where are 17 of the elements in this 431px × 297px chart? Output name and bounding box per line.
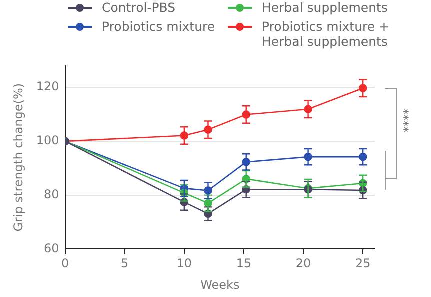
y-tick-label: 60 [44,241,60,256]
y-tick-label: 80 [44,187,60,202]
x-tick-label: 25 [355,256,371,271]
legend-label: Probiotics mixture + Herbal supplements [262,19,390,49]
x-tick-label: 10 [176,256,192,271]
x-tick-label: 15 [236,256,252,271]
text: **** [396,108,411,133]
legend-label: Herbal supplements [262,0,388,15]
y-axis-title: Grip strength change(%) [11,83,26,232]
y-tick-label: 100 [36,134,60,148]
x-tick-label: 0 [61,256,70,271]
legend-label: Probiotics mixture [102,19,216,34]
x-tick-label: 20 [296,256,312,271]
y-tick-label: 120 [36,80,60,94]
x-tick-label: 5 [121,256,129,271]
legend-label: Control-PBS [102,0,176,15]
x-axis-title: Weeks [200,278,240,292]
